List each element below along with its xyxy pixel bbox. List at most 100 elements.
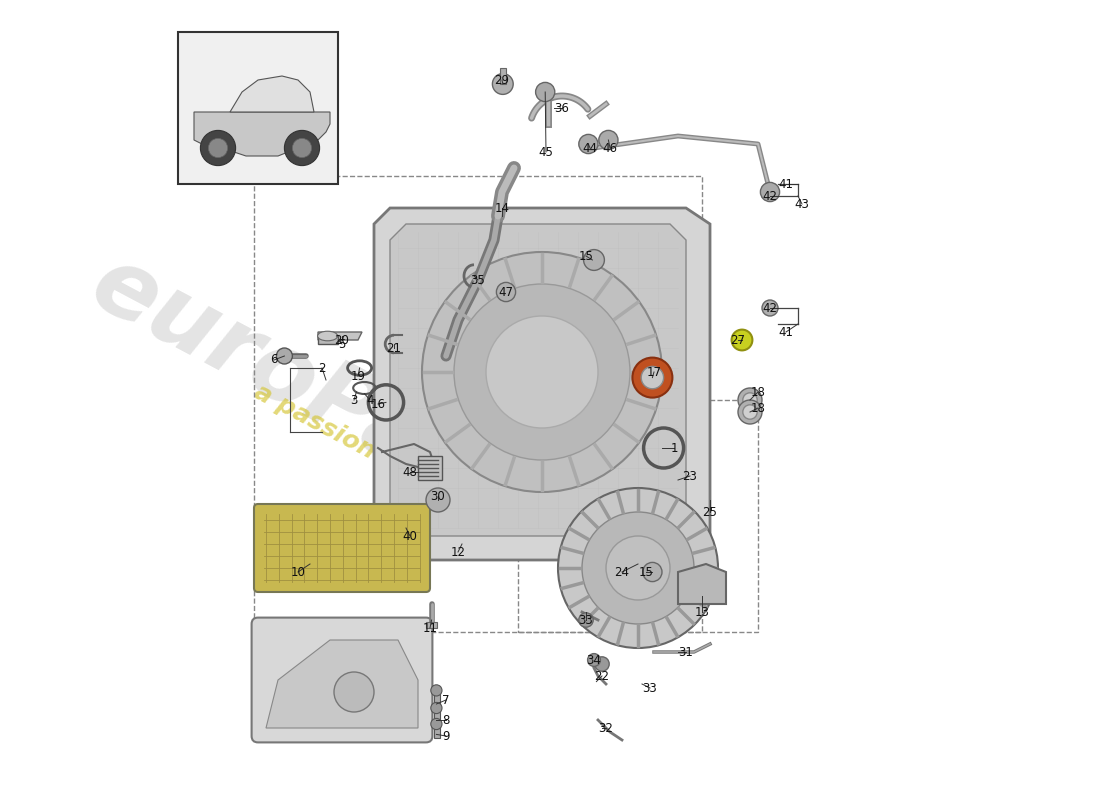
Text: 35: 35 <box>471 274 485 286</box>
Text: 22: 22 <box>594 670 609 682</box>
Polygon shape <box>390 224 686 536</box>
Circle shape <box>422 252 662 492</box>
Circle shape <box>426 488 450 512</box>
Text: 3: 3 <box>350 394 358 406</box>
Text: 17: 17 <box>647 366 661 378</box>
Text: 45: 45 <box>539 146 553 158</box>
Circle shape <box>276 348 293 364</box>
Text: 18: 18 <box>750 402 766 414</box>
Circle shape <box>334 672 374 712</box>
Bar <box>434 726 440 738</box>
Text: 20: 20 <box>334 334 350 346</box>
Text: 6: 6 <box>271 354 277 366</box>
Text: 41: 41 <box>779 178 793 190</box>
Circle shape <box>742 393 757 407</box>
Circle shape <box>200 130 235 166</box>
Text: 7: 7 <box>442 694 450 706</box>
Circle shape <box>496 282 516 302</box>
Text: 32: 32 <box>598 722 614 734</box>
Circle shape <box>587 654 601 666</box>
Circle shape <box>606 536 670 600</box>
Text: 33: 33 <box>579 614 593 626</box>
Circle shape <box>732 330 752 350</box>
Circle shape <box>584 250 604 270</box>
Circle shape <box>493 74 514 94</box>
Polygon shape <box>678 564 726 604</box>
Circle shape <box>762 300 778 316</box>
Bar <box>178 32 338 184</box>
Circle shape <box>738 388 762 412</box>
Text: 40: 40 <box>403 530 417 542</box>
Text: 18: 18 <box>750 386 766 398</box>
Text: 2: 2 <box>318 362 326 374</box>
Text: 21: 21 <box>386 342 402 354</box>
Text: 47: 47 <box>498 286 514 298</box>
Circle shape <box>208 138 228 158</box>
Bar <box>426 622 437 628</box>
Text: 29: 29 <box>495 74 509 86</box>
Text: 42: 42 <box>762 190 778 202</box>
Text: 43: 43 <box>794 198 810 210</box>
Text: 30: 30 <box>430 490 446 502</box>
Polygon shape <box>230 76 313 112</box>
Text: 8: 8 <box>442 714 450 726</box>
Text: 12: 12 <box>451 546 465 558</box>
Polygon shape <box>266 640 418 728</box>
Bar <box>518 400 758 632</box>
Circle shape <box>293 138 311 158</box>
Text: 5: 5 <box>339 338 345 350</box>
Text: 48: 48 <box>403 466 417 478</box>
Circle shape <box>632 358 672 398</box>
Text: 9: 9 <box>442 730 450 742</box>
Circle shape <box>598 130 618 150</box>
Text: euroParts: euroParts <box>76 238 576 562</box>
Bar <box>434 710 440 722</box>
Text: 25: 25 <box>703 506 717 518</box>
Polygon shape <box>374 208 710 560</box>
Circle shape <box>431 718 442 730</box>
Text: 46: 46 <box>603 142 617 154</box>
Text: 42: 42 <box>762 302 778 314</box>
Text: 10: 10 <box>290 566 306 578</box>
Text: 24: 24 <box>615 566 629 578</box>
Text: 4: 4 <box>366 394 374 406</box>
Text: 41: 41 <box>779 326 793 338</box>
Text: 19: 19 <box>351 370 365 382</box>
Text: 23: 23 <box>683 470 697 482</box>
Text: 34: 34 <box>586 654 602 666</box>
Circle shape <box>536 82 554 102</box>
Text: 1: 1 <box>670 442 678 454</box>
Text: 44: 44 <box>583 142 597 154</box>
Circle shape <box>582 512 694 624</box>
Polygon shape <box>194 112 330 156</box>
Text: 11: 11 <box>422 622 438 634</box>
Text: 15: 15 <box>639 566 653 578</box>
Text: 14: 14 <box>495 202 509 214</box>
Circle shape <box>431 702 442 714</box>
Circle shape <box>579 613 593 627</box>
Polygon shape <box>318 336 338 344</box>
Bar <box>434 692 440 705</box>
Circle shape <box>642 562 662 582</box>
Circle shape <box>738 400 762 424</box>
Circle shape <box>486 316 598 428</box>
Circle shape <box>742 405 757 419</box>
Ellipse shape <box>318 331 338 341</box>
FancyBboxPatch shape <box>254 504 430 592</box>
Circle shape <box>760 182 780 202</box>
Circle shape <box>579 134 598 154</box>
Circle shape <box>558 488 718 648</box>
Circle shape <box>641 366 663 389</box>
Text: 31: 31 <box>679 646 693 658</box>
FancyBboxPatch shape <box>252 618 432 742</box>
Bar <box>418 456 442 480</box>
Text: 33: 33 <box>642 682 658 694</box>
Text: 13: 13 <box>694 606 710 618</box>
Polygon shape <box>318 332 362 340</box>
Text: 16: 16 <box>371 398 385 410</box>
Circle shape <box>431 685 442 696</box>
Bar <box>254 176 702 632</box>
Text: 15: 15 <box>579 250 593 262</box>
Bar <box>499 68 506 84</box>
Circle shape <box>454 284 630 460</box>
